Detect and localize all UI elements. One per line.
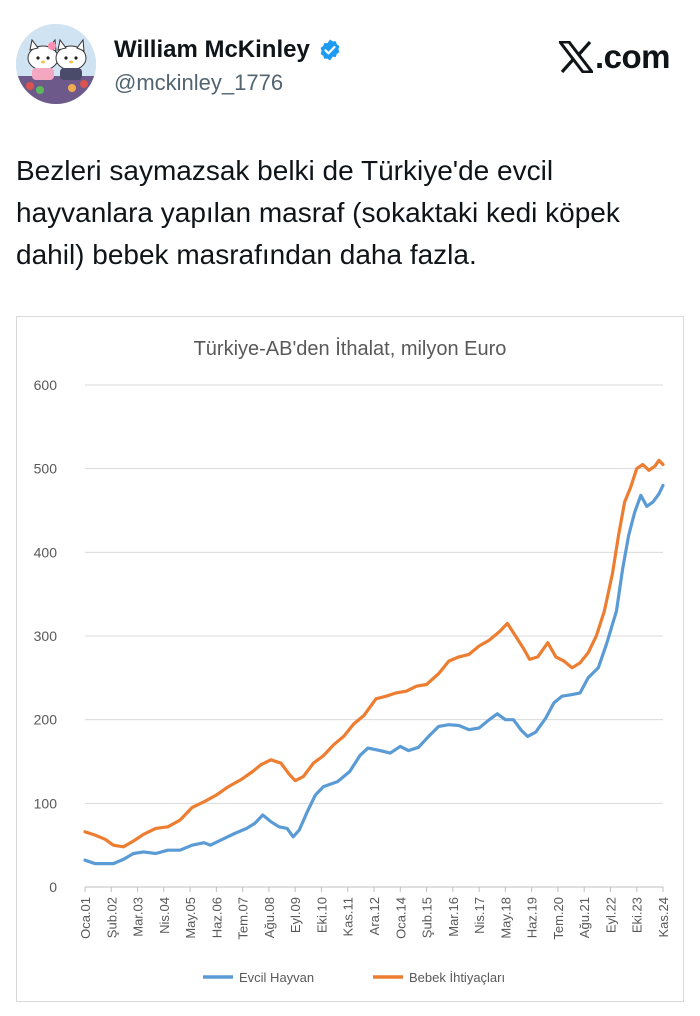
x-tick-group: May.18 [498, 897, 513, 939]
x-tick-group: Nis.17 [472, 897, 487, 934]
x-tick-group: Şub.15 [420, 897, 435, 938]
x-tick-label: Kas.11 [341, 897, 356, 937]
x-tick-group: Haz.06 [209, 897, 224, 938]
chart-title: Türkiye-AB'den İthalat, milyon Euro [194, 337, 507, 360]
x-tick-group: May.05 [183, 897, 198, 939]
x-tick-label: Ağu.21 [577, 897, 592, 938]
x-tick-label: Eyl.09 [288, 897, 303, 933]
x-tick-group: Eyl.09 [288, 897, 303, 933]
x-tick-group: Haz.19 [525, 897, 540, 938]
chart-card[interactable]: Türkiye-AB'den İthalat, milyon Euro 0 100… [16, 316, 684, 1002]
x-tick-label: Tem.07 [236, 897, 251, 940]
y-tick-label: 300 [34, 628, 58, 644]
x-tick-label: May.18 [498, 897, 513, 939]
y-tick-label: 400 [34, 544, 58, 560]
author-handle[interactable]: @mckinley_1776 [114, 70, 284, 95]
x-tick-group: Eki.23 [630, 897, 645, 933]
x-tick-label: Ara.12 [367, 897, 382, 935]
x-logo-text: .com [594, 38, 671, 75]
x-tick-label: May.05 [183, 897, 198, 939]
x-tick-group: Mar.03 [131, 897, 146, 937]
x-tick-label: Ağu.08 [262, 897, 277, 938]
series-line [83, 458, 665, 849]
x-tick-group: Eki.10 [314, 897, 329, 933]
y-tick-label: 0 [49, 879, 57, 895]
x-tick-label: Mar.03 [131, 897, 146, 937]
x-tick-label: Tem.20 [551, 897, 566, 940]
x-tick-group: Ağu.21 [577, 897, 592, 938]
x-tick-group: Kas.24 [656, 897, 671, 937]
x-tick-label: Oca.01 [78, 897, 93, 939]
x-tick-label: Şub.02 [104, 897, 119, 938]
x-tick-group: Nis.04 [157, 897, 172, 934]
chart-legend: Evcil Hayvan Bebek İhtiyaçları [203, 970, 505, 985]
x-tick-group: Tem.20 [551, 897, 566, 940]
x-tick-group: Oca.01 [78, 897, 93, 939]
x-tick-group: Eyl.22 [603, 897, 618, 933]
x-tick-group: Oca.14 [393, 897, 408, 939]
x-tick-label: Kas.24 [656, 897, 671, 937]
x-brand-icon [558, 41, 593, 73]
x-tick-label: Eki.10 [314, 897, 329, 933]
x-tick-group: Ara.12 [367, 897, 382, 935]
x-tick-group: Şub.02 [104, 897, 119, 938]
x-tick-label: Eyl.22 [603, 897, 618, 933]
x-tick-label: Mar.16 [446, 897, 461, 937]
x-tick-label: Eki.23 [630, 897, 645, 933]
x-tick-group: Tem.07 [236, 897, 251, 940]
chart-series [83, 458, 665, 866]
x-tick-group: Ağu.08 [262, 897, 277, 938]
post-header: William McKinley @mckinley_1776 .com [0, 0, 700, 120]
legend-label: Evcil Hayvan [239, 970, 314, 985]
line-chart: Türkiye-AB'den İthalat, milyon Euro 0 100… [34, 337, 671, 985]
chart-gridlines [85, 384, 663, 888]
legend-label: Bebek İhtiyaçları [409, 970, 505, 985]
author-name-row: William McKinley [114, 36, 342, 64]
x-tick-label: Nis.04 [157, 897, 172, 934]
x-tick-label: Nis.17 [472, 897, 487, 934]
x-tick-group: Kas.11 [341, 897, 356, 937]
x-tick-label: Şub.15 [420, 897, 435, 938]
y-tick-label: 100 [34, 795, 58, 811]
x-tick-label: Haz.06 [209, 897, 224, 938]
verified-badge-icon [320, 39, 340, 61]
x-tick-label: Oca.14 [393, 897, 408, 939]
x-tick-label: Haz.19 [525, 897, 540, 938]
tweet-text: Bezleri saymazsak belki de Türkiye'de ev… [16, 155, 620, 270]
y-tick-label: 600 [34, 377, 58, 393]
avatar[interactable] [16, 24, 96, 104]
y-tick-label: 200 [34, 712, 58, 728]
avatar-cats-icon [16, 24, 96, 104]
series-line [83, 483, 665, 866]
x-logo[interactable]: .com [558, 38, 671, 76]
x-axis-ticks: Oca.01 Şub.02 Mar.03 Nis.04 May.05 Haz.06 Tem.… [78, 887, 671, 940]
author-name[interactable]: William McKinley [114, 36, 310, 63]
y-tick-label: 500 [34, 461, 58, 477]
x-tick-group: Mar.16 [446, 897, 461, 937]
y-axis-ticks: 0 100 200 300 400 500 600 [34, 377, 58, 895]
